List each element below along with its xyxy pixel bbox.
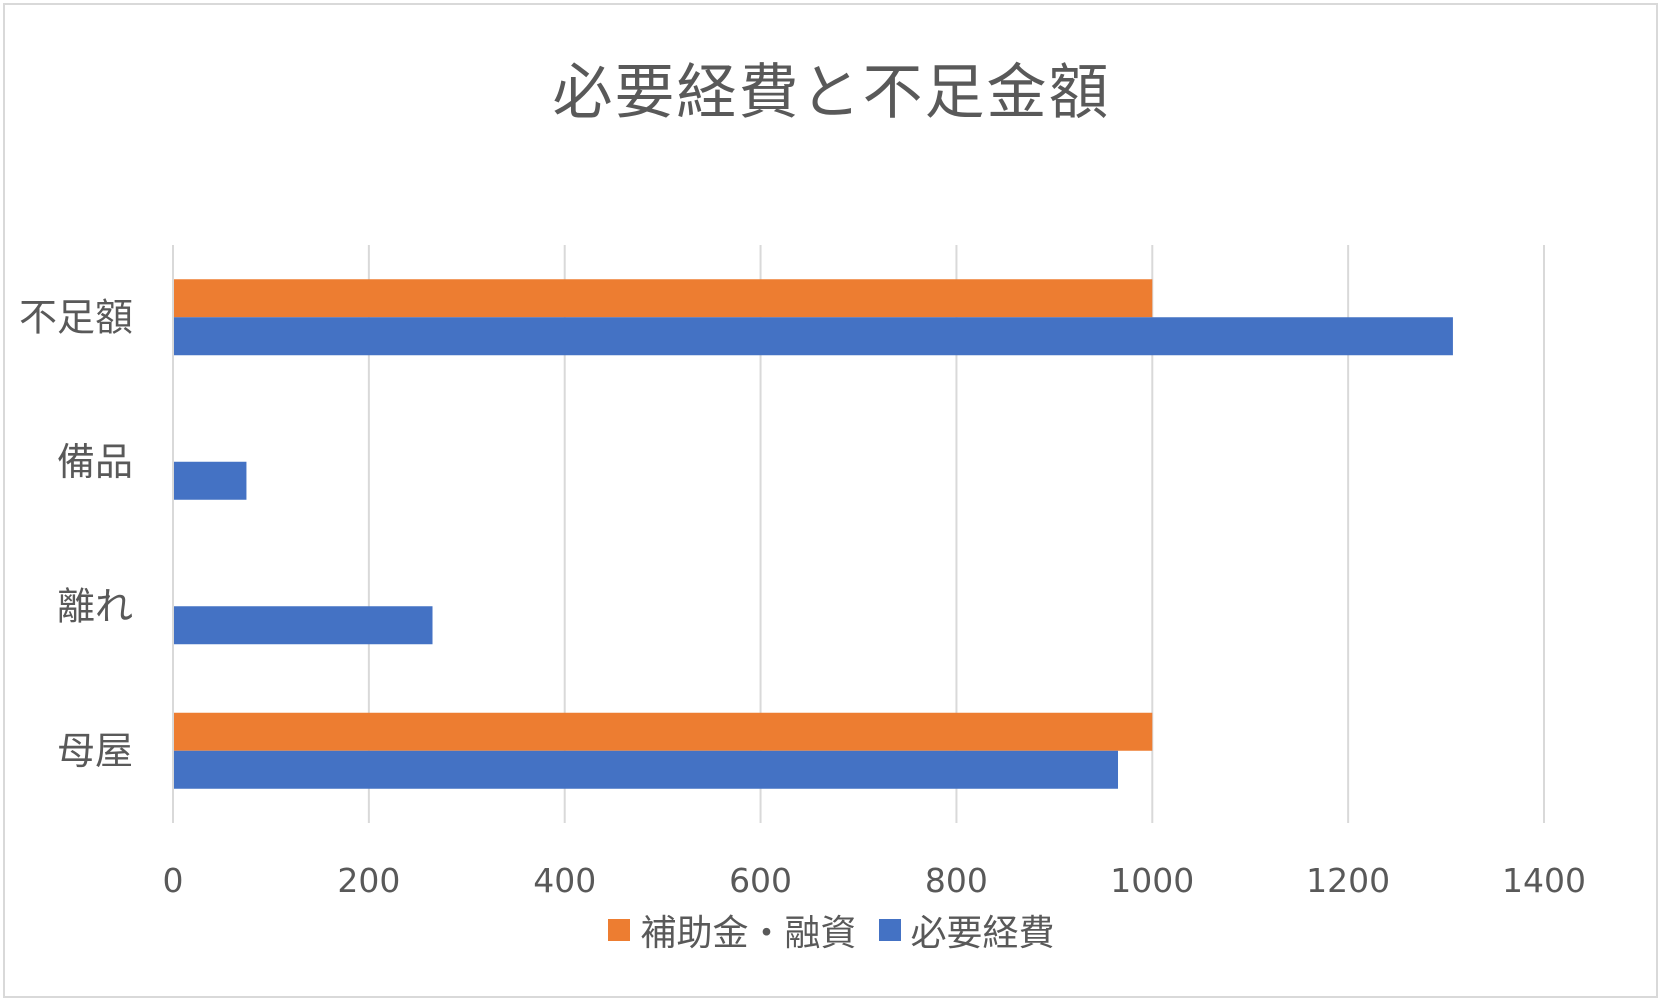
legend-item-subsidy: 補助金・融資 — [608, 904, 857, 956]
x-tick-label-1400: 1400 — [1502, 861, 1586, 900]
legend-label-subsidy: 補助金・融資 — [640, 913, 857, 954]
x-tick-label-200: 200 — [337, 861, 400, 900]
x-tick-label-600: 600 — [729, 861, 792, 900]
y-category-label-3: 不足額 — [19, 295, 133, 339]
bar-expense-0 — [174, 750, 1119, 789]
legend-label-expense: 必要経費 — [910, 913, 1055, 954]
x-tick-label-800: 800 — [925, 861, 988, 900]
x-tick-label-1200: 1200 — [1306, 861, 1390, 900]
bar-expense-2 — [174, 461, 247, 500]
bar-expense-1 — [174, 606, 433, 645]
bar-subsidy-0 — [174, 712, 1153, 751]
y-category-label-1: 離れ — [57, 584, 133, 628]
x-tick-label-0: 0 — [163, 861, 184, 900]
x-tick-label-400: 400 — [533, 861, 596, 900]
bar-subsidy-3 — [174, 279, 1153, 318]
chart-frame — [3, 3, 1658, 998]
legend-swatch-subsidy — [608, 919, 631, 941]
y-category-label-2: 備品 — [57, 440, 133, 484]
legend: 補助金・融資 必要経費 — [0, 904, 1663, 956]
x-tick-label-1000: 1000 — [1110, 861, 1194, 900]
legend-swatch-expense — [878, 919, 901, 941]
bar-expense-3 — [174, 317, 1453, 356]
y-category-label-0: 母屋 — [57, 729, 133, 773]
legend-item-expense: 必要経費 — [878, 904, 1055, 956]
chart-title: 必要経費と不足金額 — [552, 58, 1111, 128]
